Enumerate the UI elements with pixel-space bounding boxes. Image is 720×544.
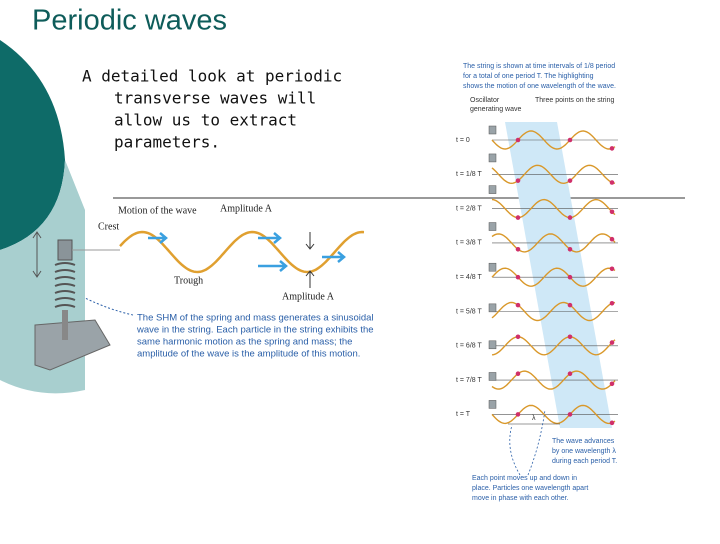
point-line: move in phase with each other. (472, 495, 569, 502)
string-point (567, 178, 573, 183)
caption-line: The SHM of the spring and mass generates… (137, 313, 374, 324)
string-point (609, 180, 615, 185)
time-label: t = 4/8 T (456, 274, 482, 281)
time-label: t = T (456, 411, 471, 418)
oscillator (488, 185, 497, 194)
string-wave (491, 336, 616, 356)
label: Amplitude A (282, 291, 335, 302)
label: Amplitude A (220, 203, 273, 214)
string-point (609, 340, 615, 345)
string-point (609, 209, 615, 215)
points-label: Three points on the string (535, 97, 614, 104)
string-point (515, 274, 521, 280)
string-point (515, 371, 521, 377)
left-figure (32, 230, 365, 371)
right-figure (488, 122, 618, 476)
time-label: t = 0 (456, 137, 470, 144)
oscillator-label: generating wave (470, 106, 521, 113)
oscillator (488, 222, 497, 231)
oscillator-label: Oscillator (470, 97, 500, 104)
bullet-line: transverse waves will (114, 89, 316, 108)
label: Trough (174, 275, 203, 286)
string-wave (491, 404, 616, 425)
string-wave (491, 198, 616, 219)
oscillator (488, 400, 497, 409)
string-point (567, 137, 573, 143)
label: Motion of the wave (118, 205, 197, 216)
wavelength-label: λ (532, 415, 536, 422)
string-point (515, 302, 521, 308)
bullet: A detailed look at periodic transverse wa… (82, 67, 342, 152)
string-point (515, 246, 521, 252)
string-point (567, 412, 573, 417)
string-wave (491, 233, 616, 253)
string-wave (491, 301, 616, 322)
header-line: shows the motion of one wavelength of th… (463, 83, 616, 90)
string-wave (491, 130, 616, 150)
oscillator (488, 262, 497, 272)
oscillator (488, 153, 497, 163)
label: Crest (98, 221, 119, 232)
string-wave (491, 267, 616, 287)
caption-line: amplitude of the wave is the amplitude o… (137, 349, 360, 360)
string-point (567, 246, 573, 252)
time-label: t = 7/8 T (456, 377, 482, 384)
string-wave (491, 164, 616, 185)
bullet-line: parameters. (114, 133, 220, 152)
bullet-line: A detailed look at periodic (82, 67, 342, 86)
string-point (515, 215, 521, 220)
string-point (609, 266, 615, 272)
string-point (609, 381, 615, 387)
oscillator (488, 303, 497, 313)
string-point (609, 146, 615, 151)
time-label: t = 5/8 T (456, 308, 482, 315)
string-point (567, 215, 573, 220)
bullet-line: allow us to extract (114, 111, 297, 130)
point-line: Each point moves up and down in (472, 475, 577, 482)
string-point (609, 300, 615, 306)
time-label: t = 2/8 T (456, 205, 482, 212)
oscillator (488, 372, 497, 381)
advance-line: The wave advances (552, 438, 615, 445)
string-point (567, 302, 573, 308)
point-line: place. Particles one wavelength apart (472, 485, 588, 492)
string-point (567, 334, 573, 340)
oscillator (488, 340, 497, 350)
string-point (515, 137, 521, 143)
string-point (515, 178, 521, 183)
string-point (567, 371, 573, 377)
string-point (609, 236, 615, 242)
highlight-band (505, 122, 612, 428)
time-label: t = 1/8 T (456, 171, 482, 178)
string-point (609, 420, 615, 426)
string-point (515, 334, 521, 340)
title: Periodic waves (32, 5, 227, 37)
string-point (515, 412, 521, 417)
time-label: t = 6/8 T (456, 343, 482, 350)
advance-line: during each period T. (552, 458, 617, 465)
time-label: t = 3/8 T (456, 240, 482, 247)
string-wave (491, 370, 616, 390)
advance-line: by one wavelength λ (552, 448, 616, 455)
string-point (567, 274, 573, 280)
header-line: for a total of one period T. The highlig… (463, 73, 594, 80)
oscillator (488, 125, 497, 135)
caption-line: wave in the string. Each particle in the… (136, 325, 374, 336)
caption-line: same harmonic motion as the spring and m… (137, 337, 352, 348)
decor-dark (0, 40, 65, 250)
header-line: The string is shown at time intervals of… (463, 63, 615, 70)
pointer (509, 409, 546, 476)
